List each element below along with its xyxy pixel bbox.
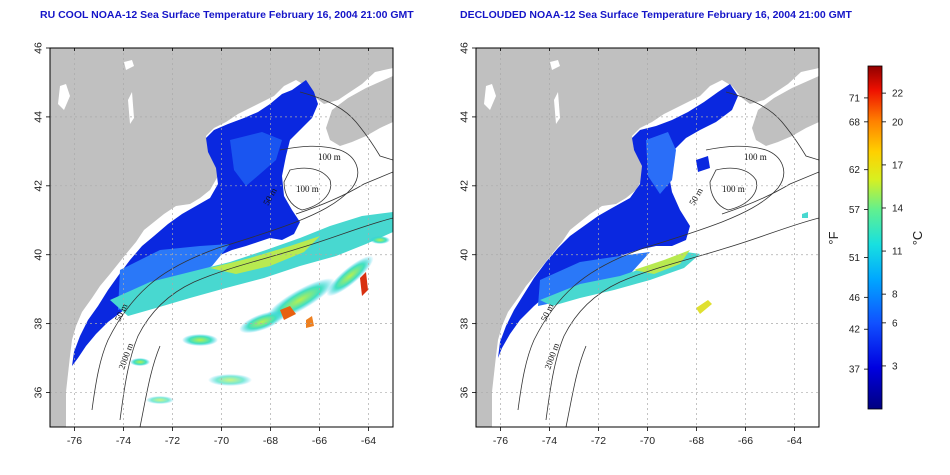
fahrenheit-tick-label: 46	[849, 293, 861, 304]
lat-tick-label: 40	[459, 249, 471, 261]
left-contours	[91, 91, 393, 427]
celsius-tick-label: 17	[892, 160, 904, 171]
lon-tick-label: -70	[640, 435, 655, 447]
celsius-tick-label: 11	[892, 247, 903, 258]
fahrenheit-tick-label: 62	[849, 165, 861, 176]
lat-tick-label: 40	[33, 249, 45, 261]
fahrenheit-tick-label: 42	[849, 325, 861, 336]
left-contour-label: 100 m	[318, 152, 341, 162]
fahrenheit-unit-label: °F	[826, 231, 841, 244]
lon-tick-label: -64	[787, 435, 802, 447]
lat-tick-label: 46	[33, 42, 45, 54]
colorbar-gradient	[867, 65, 883, 410]
right-cold-water	[498, 84, 738, 358]
lon-tick-label: -68	[263, 435, 278, 447]
right-contours	[517, 91, 819, 427]
fahrenheit-tick-label: 68	[849, 117, 861, 128]
lon-tick-label: -70	[214, 435, 229, 447]
lon-tick-label: -74	[116, 435, 131, 447]
left-nova-scotia	[326, 76, 393, 146]
lat-tick-label: 36	[33, 387, 45, 399]
lat-tick-label: 38	[459, 318, 471, 330]
lon-tick-label: -76	[493, 435, 508, 447]
right-map-title: DECLOUDED NOAA-12 Sea Surface Temperatur…	[460, 9, 852, 21]
lat-tick-label: 42	[459, 180, 471, 192]
right-contour-label: 100 m	[722, 184, 745, 194]
left-landmass	[50, 48, 393, 427]
celsius-tick-label: 14	[892, 203, 904, 214]
celsius-tick-label: 8	[892, 290, 898, 301]
lat-tick-label: 46	[459, 42, 471, 54]
fahrenheit-tick-label: 51	[849, 253, 861, 264]
left-map-title: RU COOL NOAA-12 Sea Surface Temperature …	[40, 9, 414, 21]
lon-tick-label: -72	[591, 435, 606, 447]
temperature-colorbar: 71 68 62 57 51 46 42 37 22 20 17 14 11 8 6 3 °F °C	[826, 65, 925, 410]
fahrenheit-tick-label: 37	[849, 365, 861, 376]
lat-tick-label: 36	[459, 387, 471, 399]
fahrenheit-tick-label: 57	[849, 205, 861, 216]
lat-tick-label: 42	[33, 180, 45, 192]
right-nova-scotia	[752, 76, 819, 146]
lat-tick-label: 44	[33, 111, 45, 123]
celsius-tick-label: 3	[892, 361, 898, 372]
left-graticule	[50, 48, 393, 427]
lon-tick-label: -68	[689, 435, 704, 447]
lon-tick-label: -64	[361, 435, 376, 447]
lon-tick-label: -66	[738, 435, 753, 447]
fahrenheit-tick-label: 71	[849, 93, 861, 104]
celsius-tick-label: 6	[892, 318, 898, 329]
right-contour-label: 100 m	[744, 152, 767, 162]
lon-tick-label: -66	[312, 435, 327, 447]
right-landmass	[476, 48, 819, 427]
celsius-tick-label: 22	[892, 89, 904, 100]
right-map-panel: 100 m 100 m 50 m 50 m 2000 m -76 -74 -72 -7…	[459, 42, 820, 447]
celsius-unit-label: °C	[910, 231, 925, 246]
lon-tick-label: -76	[67, 435, 82, 447]
right-graticule	[476, 48, 819, 427]
lat-tick-label: 38	[33, 318, 45, 330]
lon-tick-label: -72	[165, 435, 180, 447]
lon-tick-label: -74	[542, 435, 557, 447]
left-map-panel: 100 m 100 m 50 m 50 m 2000 m -76 -74 -72 -7…	[33, 42, 394, 447]
lat-tick-label: 44	[459, 111, 471, 123]
left-contour-label: 100 m	[296, 184, 319, 194]
celsius-tick-label: 20	[892, 117, 904, 128]
